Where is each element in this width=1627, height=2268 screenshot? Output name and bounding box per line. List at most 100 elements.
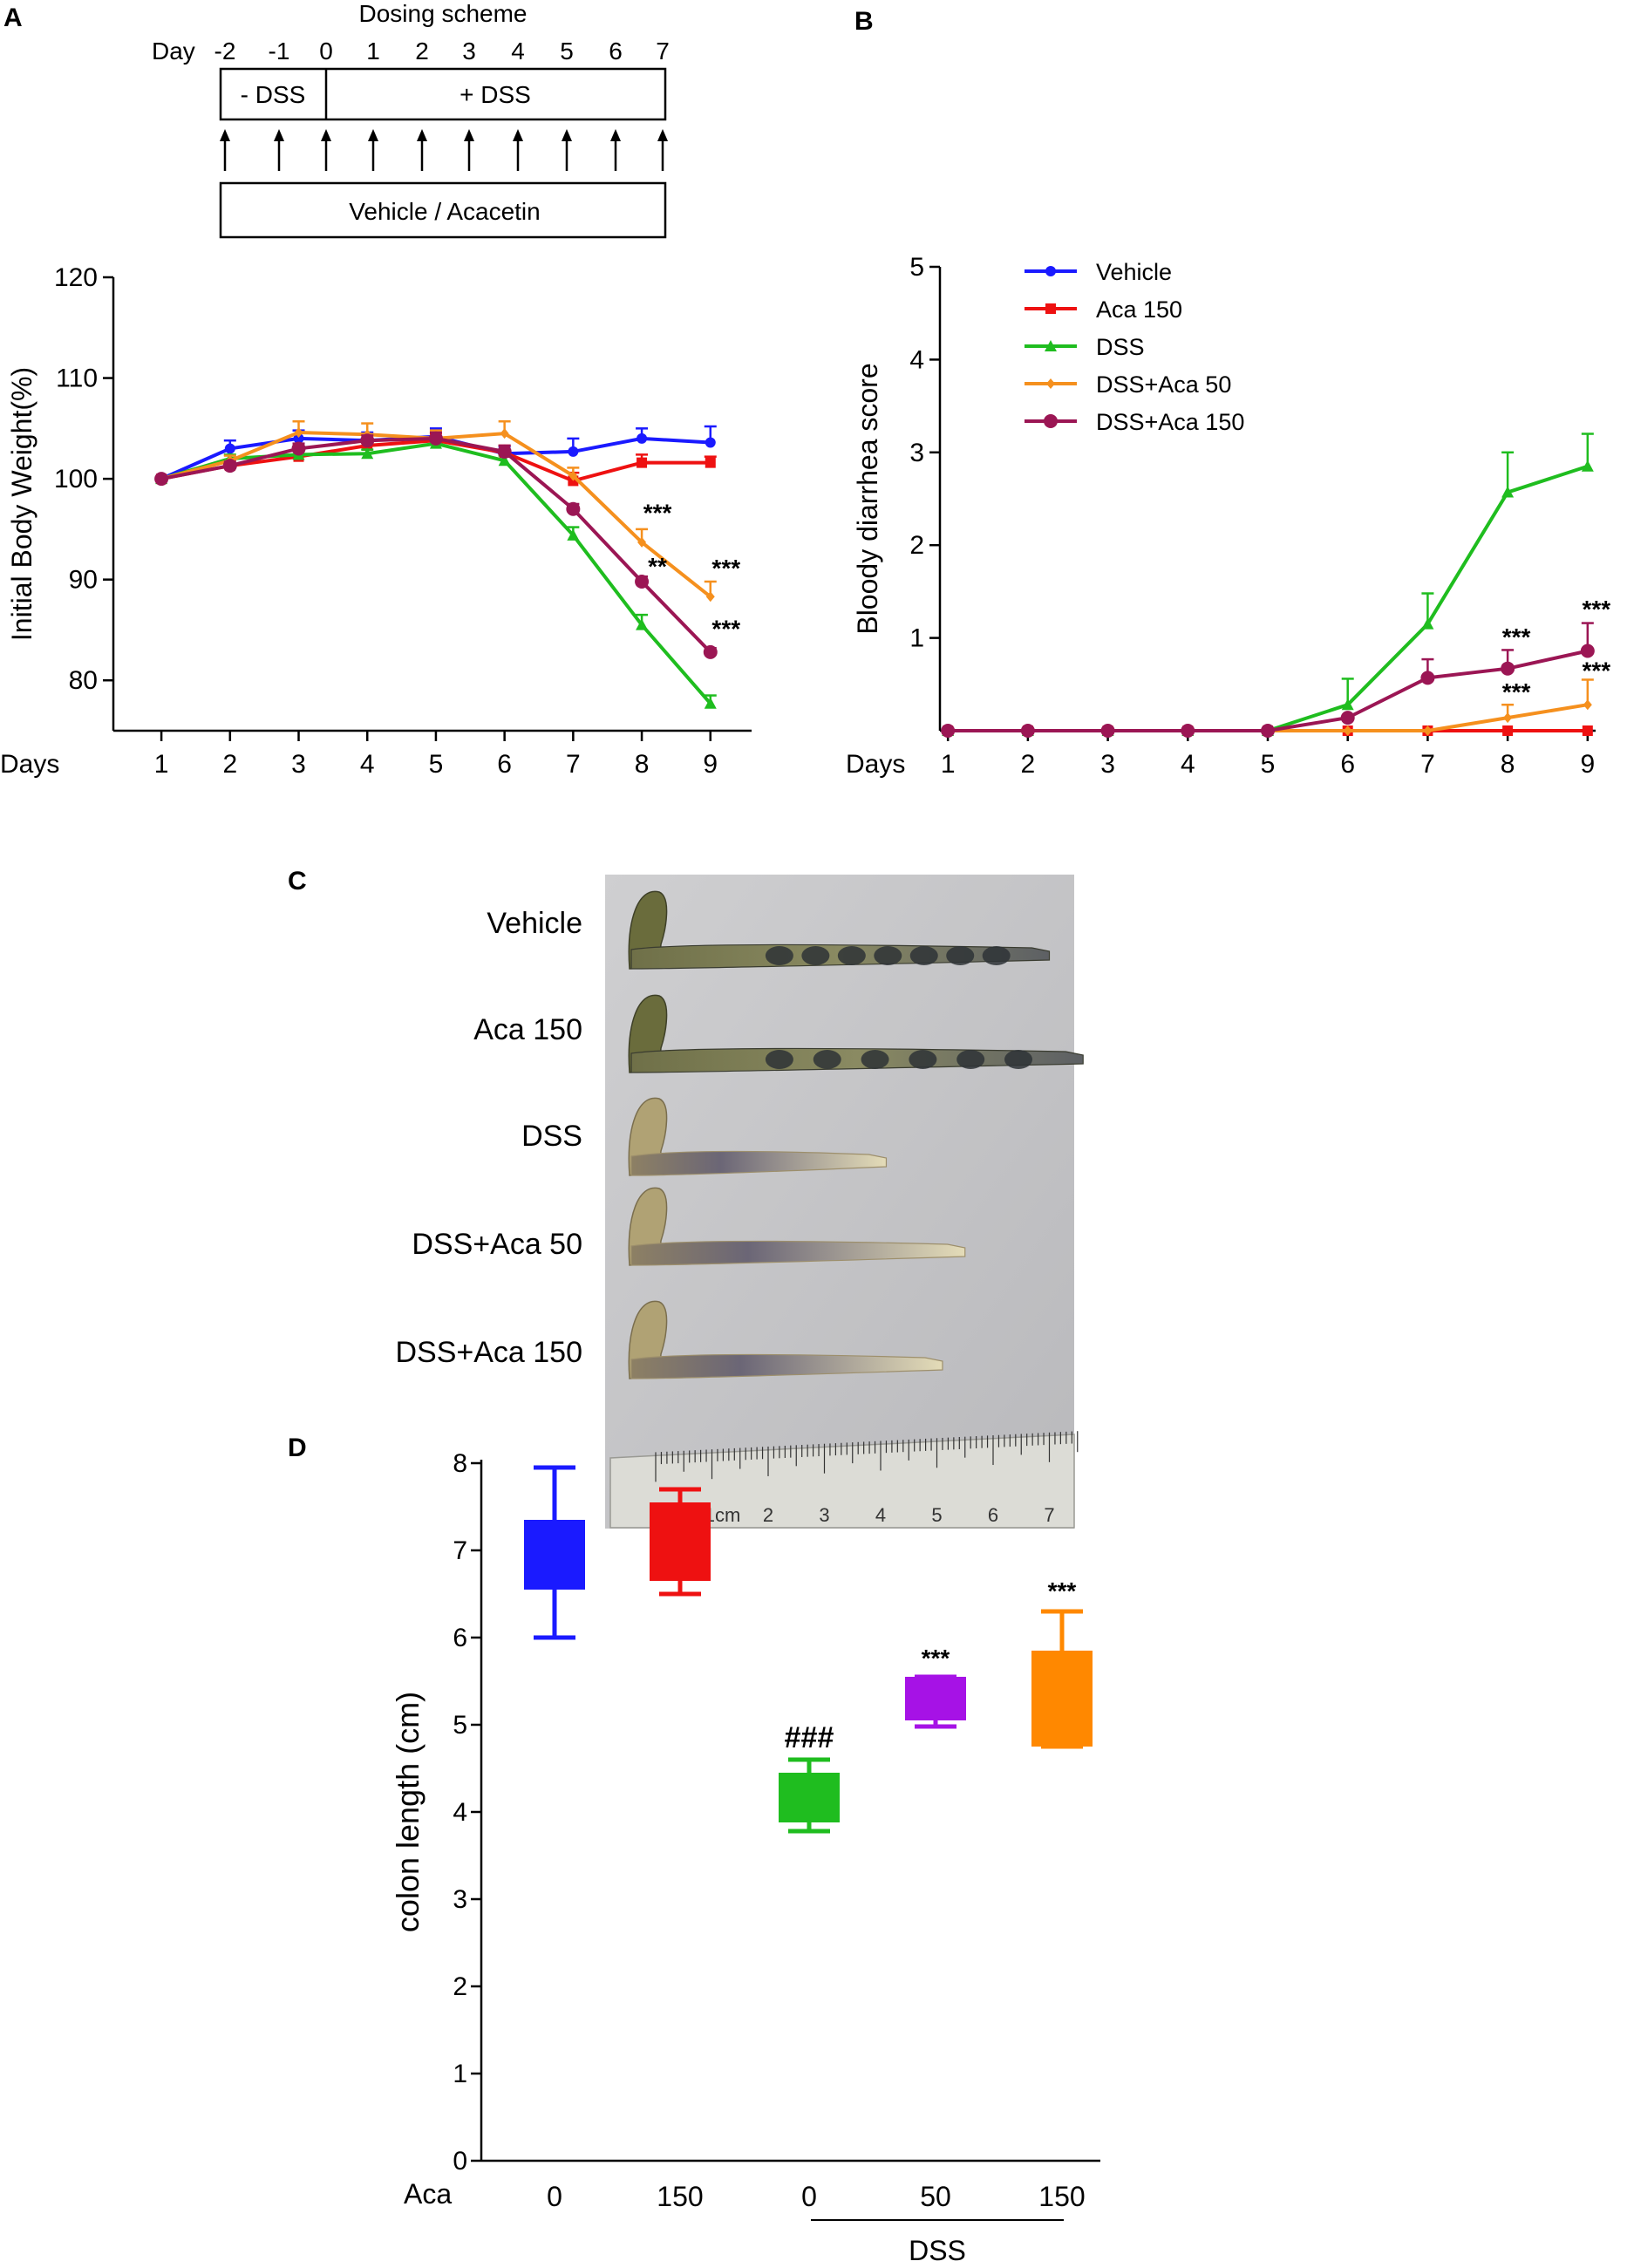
chartD-group-label: DSS [909,2235,966,2266]
chartD-box-4 [1031,1609,1093,1749]
scheme-dss-box [219,67,667,121]
chartD-box-3 [905,1674,966,1729]
dosing-scheme: Dosing scheme Day -2 -1 0 1 2 3 4 5 6 7 - DSS + D… [152,0,670,239]
chartB-x-label: Days [846,750,905,779]
chartD-iqr-3 [905,1677,966,1720]
photo-label-4: DSS+Aca 150 [395,1336,582,1369]
chartA-xtick-label-1: 2 [222,750,237,779]
chartA-ytick-label-2: 100 [54,465,98,494]
chartB-point-4-1 [1020,724,1035,738]
ruler-label-2: 2 [763,1504,773,1526]
chartA-ytick-label-4: 120 [54,263,98,292]
chartA-xtick-label-7: 8 [635,750,650,779]
chartD-annotation-0: ### [785,1721,834,1754]
chartB-y-label: Bloody diarrhea score [852,363,883,634]
scheme-day-label: Day [152,37,195,65]
chartD-ytick-label-7: 7 [453,1536,467,1565]
scheme-arrow-head-1 [274,129,284,141]
bloody-diarrhea-chart: 1 2 3 4 5 1 2 3 4 5 6 7 8 9 Days Bloody diarrhea score *… [846,253,1610,779]
colon-specimen-1 [628,994,1084,1073]
chartA-point-4-1 [222,459,237,473]
chartB-legend-marker-0 [1045,266,1056,276]
chartA-xtick-label-4: 5 [429,750,444,779]
chartB-xtick-label-2: 3 [1100,750,1115,779]
chartB-point-3-8 [1583,699,1592,711]
chartA-point-2-6 [567,528,580,541]
scheme-arrow-head-5 [464,129,474,141]
chartA-point-0-2 [293,432,304,444]
scheme-arrow-head-0 [220,129,230,141]
chartB-xtick-label-7: 8 [1501,750,1515,779]
chartB-line-2 [948,464,1589,732]
ruler-label-7: 7 [1044,1504,1054,1526]
chartB-annotation-1: *** [1502,623,1531,650]
chartB-legend-marker-3 [1046,378,1055,389]
chartB-point-1-8 [1582,725,1593,736]
chartA-point-4-8 [703,644,718,659]
scheme-day-6: 4 [511,37,525,65]
chartA-line-4 [160,436,712,654]
chartB-xtick-label-5: 6 [1340,750,1355,779]
chartA-point-3-2 [294,426,303,438]
chartA-xtick-label-8: 9 [703,750,718,779]
chartB-ytick-label-3: 4 [909,345,924,374]
colon-pellet-0-0 [765,946,793,965]
photo-label-3: DSS+Aca 50 [412,1228,582,1261]
chartB-ytick-label-0: 1 [909,624,924,653]
scheme-treatment-label: Vehicle / Acacetin [349,198,540,225]
chartB-point-3-7 [1503,712,1513,724]
chartA-annotation-3: *** [711,616,740,643]
colon-pellet-0-4 [909,946,938,965]
chartB-series-4 [941,622,1595,738]
chartB-legend-label-1: Aca 150 [1096,296,1182,323]
chartA-xtick-label-6: 7 [566,750,581,779]
chartA-point-4-3 [360,433,375,448]
chartA-xtick-label-5: 6 [497,750,512,779]
colon-specimen-4 [628,1300,943,1379]
chartB-xtick-label-0: 1 [941,750,956,779]
scheme-arrow-head-9 [657,129,668,141]
colon-pellet-1-5 [1004,1050,1033,1069]
chartD-box-2 [779,1757,840,1834]
scheme-arrow-head-6 [513,129,523,141]
colon-pellet-0-1 [801,946,830,965]
panel-label-a: A [3,3,23,32]
chartA-annotation-0: *** [643,500,672,527]
colon-pellet-1-0 [765,1050,793,1069]
scheme-treatment-box [219,181,667,239]
chartB-legend-label-2: DSS [1096,334,1145,360]
chartD-category-1: 150 [657,2181,703,2212]
chartA-point-2-7 [636,618,649,630]
chartB-ytick-label-4: 5 [909,253,924,282]
colon-specimen-0 [628,890,1051,970]
chartD-ytick-label-2: 2 [453,1972,467,2001]
chartB-legend-marker-2 [1045,340,1057,351]
chartD-ytick-label-4: 4 [453,1798,467,1827]
scheme-minus-dss: - DSS [241,81,306,108]
chartB-xtick-label-6: 7 [1420,750,1435,779]
scheme-day-0: -2 [214,37,236,65]
chartA-annotation-1: ** [648,553,667,580]
photo-label-0: Vehicle [487,907,582,940]
chartB-annotation-3: *** [1502,678,1531,705]
panel-label-b: B [854,7,874,36]
chartA-point-4-7 [635,574,650,589]
chartB-point-4-4 [1261,724,1275,738]
chartB-xtick-label-4: 5 [1261,750,1276,779]
chartA-point-0-1 [224,443,235,454]
scheme-arrow-head-2 [321,129,331,141]
chartB-legend-label-3: DSS+Aca 50 [1096,371,1231,398]
body-weight-chart: 80 90 100 110 120 1 2 3 4 5 6 7 8 9 Days Initial Body W… [0,263,752,779]
chartB-xtick-label-1: 2 [1021,750,1036,779]
colon-pellet-1-4 [956,1050,985,1069]
chartB-point-3-6 [1423,725,1433,736]
chartB-point-4-5 [1340,711,1355,725]
scheme-title: Dosing scheme [359,0,528,27]
chartA-point-1-8 [705,457,716,468]
colon-pellet-1-3 [909,1050,937,1069]
scheme-plus-dss: + DSS [460,81,531,108]
scheme-day-8: 6 [609,37,623,65]
colon-specimen-2 [628,1097,888,1176]
